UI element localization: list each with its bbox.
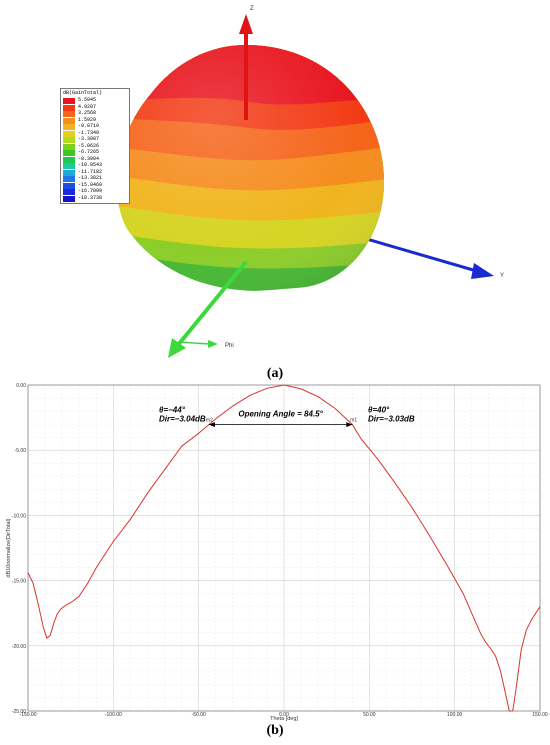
legend-swatch (63, 176, 75, 182)
legend-row: -13.3821 (63, 175, 127, 182)
x-tick-label: -100.00 (105, 712, 122, 718)
x-axis-line (176, 260, 248, 347)
directivity-chart: -150.00 -100.00 -50.00 0.00 50.00 100.00 150.0… (0, 383, 550, 723)
opening-angle-arrow-right (346, 422, 353, 428)
legend-row: 5.5945 (63, 97, 127, 104)
legend-row: -15.0460 (63, 181, 127, 189)
opening-angle-label: Opening Angle = 84.5° (238, 410, 323, 419)
x-tick-label: 50.00 (363, 712, 376, 718)
legend-value: -6.7265 (78, 149, 100, 155)
caption-b: (b) (266, 723, 284, 738)
legend-swatch (63, 169, 75, 176)
phi-axis-arrowhead (208, 340, 218, 348)
legend-row: -16.7099 (63, 188, 127, 195)
legend-swatch (63, 189, 75, 195)
phi-axis-line (177, 341, 211, 345)
x-tick-label: -150.00 (20, 712, 37, 718)
legend-value: -8.3904 (78, 155, 100, 162)
radiation-pattern-3d: Z Phi Y dB(GainTotal) 5.5945 4.9207 3.2568… (0, 0, 550, 370)
caption-a: (a) (266, 366, 284, 381)
legend-swatch (63, 104, 75, 111)
legend-swatch (63, 111, 75, 117)
y-tick-label: -20.00 (12, 644, 26, 650)
y-tick-label: -10.00 (12, 513, 26, 519)
legend-value: 3.2568 (78, 110, 97, 116)
legend-swatch (63, 182, 75, 189)
legend-value: -1.7349 (78, 129, 100, 136)
legend-value: 4.9207 (78, 103, 97, 110)
legend-value: -18.3738 (78, 194, 103, 201)
y-axis-title: dB10normalize(DirTotal) (6, 518, 12, 577)
legend-value: -3.3987 (78, 136, 100, 142)
legend-row: -5.0626 (63, 142, 127, 150)
z-axis-label: Z (250, 6, 254, 12)
legend-swatch (63, 195, 75, 202)
legend-value: -16.7099 (78, 188, 103, 194)
x-tick-label: 100.00 (447, 712, 463, 718)
marker-m1: m1 (350, 418, 357, 424)
legend-swatch (63, 137, 75, 143)
legend-row: 3.2568 (63, 110, 127, 117)
annotations: m2 m1 Opening Angle = 84.5° θ=−44° Dir=−… (159, 406, 415, 428)
legend-value: -15.0460 (78, 181, 103, 188)
legend-value: 1.5929 (78, 116, 97, 123)
legend-row: -10.0543 (63, 162, 127, 169)
legend-value: -10.0543 (78, 162, 103, 168)
y-axis-label: Y (500, 273, 504, 279)
phi-axis-label: Phi (225, 343, 234, 349)
y-tick-label: -15.00 (12, 579, 26, 585)
radiation-pattern-svg: Z Phi Y (117, 6, 504, 358)
z-axis-arrowhead (239, 14, 253, 34)
right-theta-label: θ=40° (368, 406, 390, 415)
x-axis-title: Theta [deg] (270, 716, 298, 722)
sphere-body (117, 45, 384, 291)
directivity-curve (27, 384, 541, 712)
legend-row: -3.3987 (63, 136, 127, 143)
legend-title: dB(GainTotal) (63, 90, 103, 96)
legend-row: -0.0710 (63, 123, 127, 130)
y-tick-label: -5.00 (15, 448, 27, 454)
right-dir-label: Dir=−3.03dB (368, 415, 415, 424)
colorbar-legend: dB(GainTotal) 5.5945 4.9207 3.2568 1.5929 -0… (60, 88, 130, 204)
legend-row: 1.5929 (63, 116, 127, 124)
chart-grid (27, 384, 541, 712)
legend-value: 5.5945 (78, 97, 97, 103)
legend-row: -18.3738 (63, 194, 127, 202)
x-tick-label: -50.00 (192, 712, 206, 718)
y-axis-arrowhead (471, 263, 494, 279)
legend-value: -11.7182 (78, 168, 103, 175)
x-tick-label: 0.00 (279, 712, 289, 718)
legend-swatch (63, 150, 75, 156)
legend-row: 4.9207 (63, 103, 127, 111)
legend-value: -5.0626 (78, 142, 100, 149)
legend-swatch (63, 117, 75, 124)
legend-row: -1.7349 (63, 129, 127, 137)
legend-value: -13.3821 (78, 175, 103, 181)
x-tick-label: 150.00 (532, 712, 548, 718)
legend-swatch (63, 156, 75, 163)
x-axis-arrowhead (168, 338, 186, 358)
legend-swatch (63, 124, 75, 130)
legend-swatch (63, 143, 75, 150)
legend-swatch (63, 163, 75, 169)
legend-swatch (63, 98, 75, 104)
opening-angle-arrow-left (208, 422, 215, 428)
y-tick-label: -25.00 (12, 709, 26, 715)
legend-row: -8.3904 (63, 155, 127, 163)
legend-row: -11.7182 (63, 168, 127, 176)
left-dir-label: Dir=−3.04dB (159, 415, 206, 424)
marker-m2: m2 (206, 418, 213, 424)
left-theta-label: θ=−44° (159, 406, 186, 415)
legend-value: -0.0710 (78, 123, 100, 129)
chart-svg: -150.00 -100.00 -50.00 0.00 50.00 100.00 150.0… (6, 383, 548, 722)
legend-row: -6.7265 (63, 149, 127, 156)
y-tick-label: 0.00 (16, 383, 26, 389)
legend-swatch (63, 130, 75, 137)
